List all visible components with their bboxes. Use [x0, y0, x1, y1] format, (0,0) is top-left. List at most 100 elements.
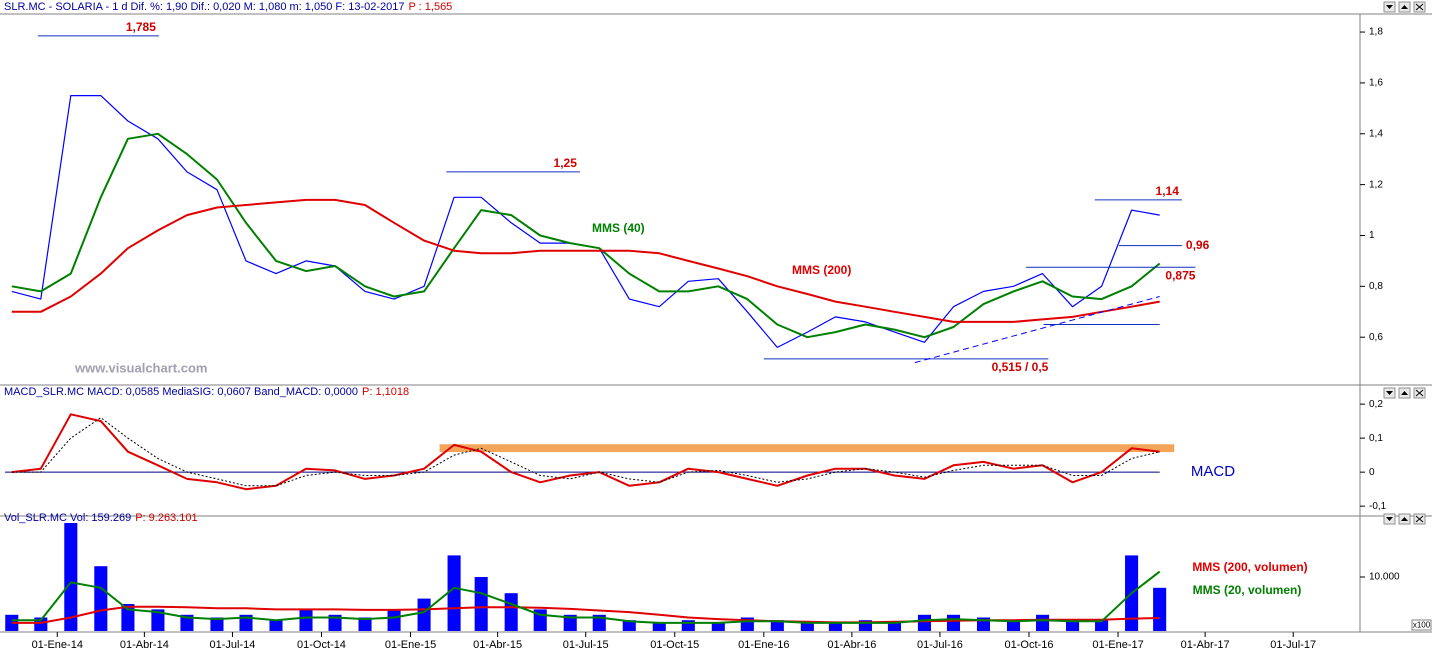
level-label: 0,96 — [1186, 238, 1210, 252]
panel-header: Vol_SLR.MC Vol: 159.269 P: 9.263.101 — [4, 512, 198, 524]
volume-bar — [121, 604, 135, 631]
x-tick-label: 01-Abr-16 — [827, 639, 876, 651]
x-tick-label: 01-Jul-17 — [1270, 639, 1316, 651]
icon — [1415, 389, 1424, 397]
volume-bar — [94, 566, 108, 631]
volume-bar — [504, 593, 518, 631]
y-tick-label: 0,6 — [1369, 332, 1383, 343]
level-label: 1,25 — [554, 156, 578, 170]
volume-bar — [917, 614, 931, 631]
volume-bar — [887, 622, 901, 631]
x-tick-label: 01-Jul-16 — [917, 639, 963, 651]
x-tick-label: 01-Ene-14 — [32, 639, 83, 651]
x-tick-label: 01-Abr-14 — [120, 639, 169, 651]
volume-bar — [328, 614, 342, 631]
legend-label: MMS (20, volumen) — [1193, 583, 1302, 597]
level-label: 1,785 — [126, 20, 156, 34]
x-tick-label: 01-Ene-16 — [738, 639, 789, 651]
series-label: MMS (40) — [592, 221, 645, 235]
header-title: SLR.MC - SOLARIA - 1 d Dif. %: 1,90 Dif.… — [4, 1, 404, 13]
level-label: 0,875 — [1165, 268, 1195, 282]
y-tick-label: 1,8 — [1369, 27, 1383, 38]
volume-bar — [299, 609, 313, 631]
volume-bar — [239, 614, 253, 631]
x-tick-label: 01-Oct-14 — [297, 639, 346, 651]
x-tick-label: 01-Ene-15 — [385, 639, 436, 651]
icon — [1415, 3, 1424, 11]
volume-bar — [417, 598, 431, 631]
icon — [1401, 5, 1408, 9]
icon — [1386, 391, 1393, 395]
series-line — [11, 570, 1161, 624]
volume-bar — [210, 617, 224, 631]
volume-bar — [1036, 614, 1050, 631]
y-tick-label: -0,1 — [1369, 501, 1387, 512]
volume-bar — [828, 622, 842, 631]
y-tick-label: 1,2 — [1369, 179, 1383, 190]
series-line — [11, 132, 1161, 339]
level-label: 1,14 — [1156, 184, 1180, 198]
header-price: P : 1,565 — [408, 1, 452, 13]
x-tick-label: 01-Oct-15 — [650, 639, 699, 651]
x-tick-label: 01-Oct-16 — [1005, 639, 1054, 651]
x-tick-label: 01-Abr-15 — [473, 639, 522, 651]
y-tick-label: 10.000 — [1369, 572, 1400, 583]
highlight-band — [439, 444, 1175, 453]
panel-header: MACD_SLR.MC MACD: 0,0585 MediaSIG: 0,060… — [4, 386, 409, 398]
volume-bar — [474, 577, 488, 631]
volume-bar — [946, 614, 961, 631]
y-tick-label: 1,4 — [1369, 128, 1383, 139]
y-tick-label: 1 — [1369, 230, 1375, 241]
header-price: P: 9.263.101 — [135, 512, 197, 524]
x-tick-label: 01-Ene-17 — [1092, 639, 1143, 651]
volume-bar — [622, 620, 636, 631]
window-buttons — [1383, 1, 1426, 525]
unit-label: x100 — [1413, 621, 1431, 630]
volume-bar — [1066, 620, 1080, 631]
legend-label: MMS (200, volumen) — [1192, 560, 1307, 574]
volume-bar — [563, 614, 577, 631]
series-line — [11, 413, 1160, 491]
volume-bar — [64, 523, 78, 631]
volume-bar — [770, 620, 784, 631]
volume-bar — [800, 622, 814, 631]
series-label: MMS (200) — [792, 263, 851, 277]
x-tick-label: 01-Jul-15 — [563, 639, 609, 651]
icon — [1386, 5, 1393, 9]
panel-header: SLR.MC - SOLARIA - 1 d Dif. %: 1,90 Dif.… — [4, 1, 452, 13]
x-tick-label: 01-Abr-17 — [1181, 639, 1230, 651]
volume-bar — [858, 620, 872, 631]
header-title: Vol_SLR.MC Vol: 159.269 — [4, 512, 131, 524]
header-title: MACD_SLR.MC MACD: 0,0585 MediaSIG: 0,060… — [4, 386, 358, 398]
volume-bar — [711, 622, 725, 631]
level-label: 0,515 / 0,5 — [992, 360, 1049, 374]
volume-bar — [269, 620, 283, 631]
y-tick-label: 0 — [1369, 467, 1375, 478]
watermark: www.visualchart.com — [74, 360, 207, 375]
volume-bar — [151, 609, 165, 631]
series-line — [11, 417, 1160, 487]
volume-bar — [387, 609, 401, 631]
series-line — [11, 198, 1160, 323]
volume-bar — [681, 620, 695, 631]
y-tick-label: 0,8 — [1369, 281, 1383, 292]
x-tick-label: 01-Jul-14 — [210, 639, 256, 651]
volume-bar — [1006, 620, 1021, 631]
volume-bar — [1095, 620, 1109, 631]
panel-label: MACD — [1191, 463, 1235, 480]
icon — [1401, 391, 1408, 395]
header-price: P: 1,1018 — [362, 386, 409, 398]
icon — [1415, 515, 1424, 523]
volume-bar — [652, 622, 666, 631]
volume-bar — [358, 617, 372, 631]
icon — [1401, 517, 1408, 521]
icon — [1386, 517, 1393, 521]
y-tick-label: 1,6 — [1369, 78, 1383, 89]
y-tick-label: 0,2 — [1369, 399, 1383, 410]
volume-bar — [5, 614, 19, 631]
volume-bar — [180, 614, 194, 631]
unit-box — [1411, 619, 1432, 631]
y-tick-label: 0,1 — [1369, 433, 1383, 444]
